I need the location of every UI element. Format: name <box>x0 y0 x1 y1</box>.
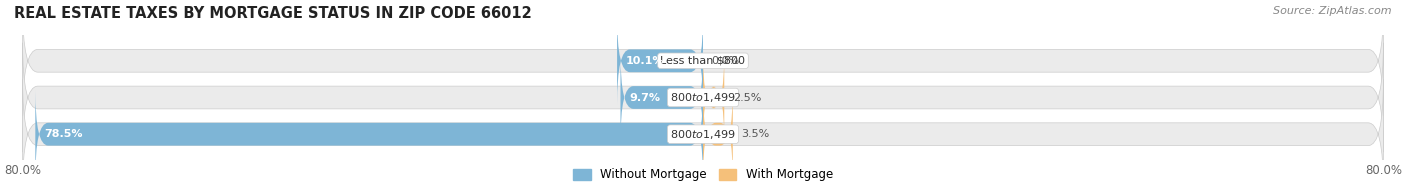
Legend: Without Mortgage, With Mortgage: Without Mortgage, With Mortgage <box>574 168 832 182</box>
Text: Source: ZipAtlas.com: Source: ZipAtlas.com <box>1274 6 1392 16</box>
Text: 2.5%: 2.5% <box>733 92 761 103</box>
FancyBboxPatch shape <box>35 90 703 178</box>
Text: $800 to $1,499: $800 to $1,499 <box>671 91 735 104</box>
Text: 0.0%: 0.0% <box>711 56 740 66</box>
Text: REAL ESTATE TAXES BY MORTGAGE STATUS IN ZIP CODE 66012: REAL ESTATE TAXES BY MORTGAGE STATUS IN … <box>14 6 531 21</box>
FancyBboxPatch shape <box>620 54 703 141</box>
FancyBboxPatch shape <box>703 90 733 178</box>
Text: 10.1%: 10.1% <box>626 56 664 66</box>
Text: Less than $800: Less than $800 <box>661 56 745 66</box>
FancyBboxPatch shape <box>22 6 1384 115</box>
Text: 78.5%: 78.5% <box>44 129 83 139</box>
FancyBboxPatch shape <box>22 43 1384 152</box>
Text: 9.7%: 9.7% <box>628 92 659 103</box>
Text: 3.5%: 3.5% <box>741 129 769 139</box>
Text: $800 to $1,499: $800 to $1,499 <box>671 128 735 141</box>
FancyBboxPatch shape <box>703 54 724 141</box>
FancyBboxPatch shape <box>22 80 1384 189</box>
FancyBboxPatch shape <box>617 17 703 105</box>
